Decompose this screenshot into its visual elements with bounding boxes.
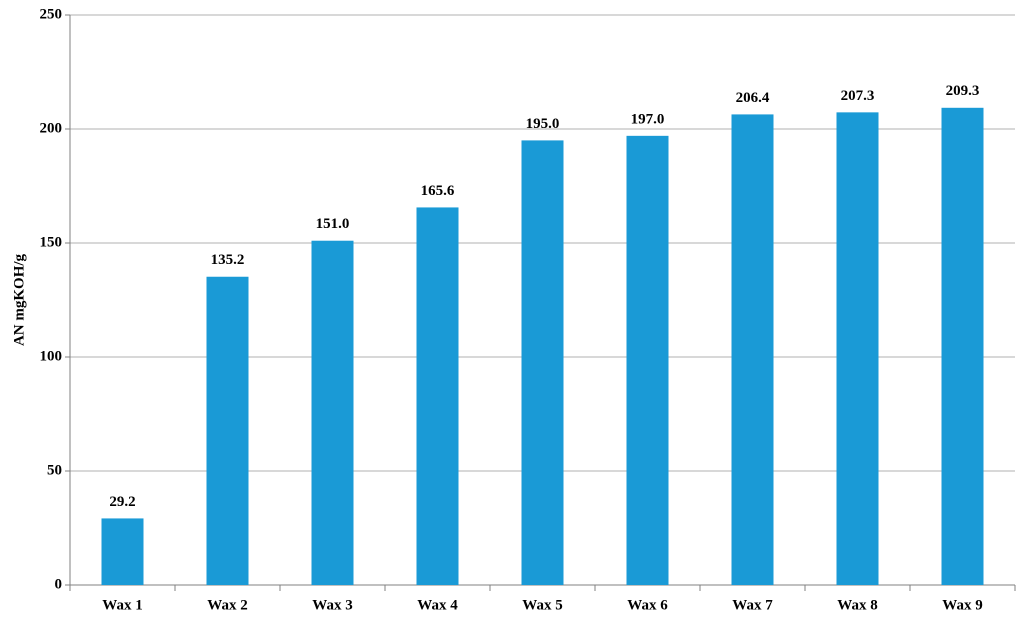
bar — [101, 518, 144, 585]
value-label: 151.0 — [316, 216, 350, 232]
value-label: 206.4 — [736, 90, 770, 106]
bar — [626, 135, 669, 585]
value-label: 135.2 — [211, 252, 245, 268]
y-tick-label: 50 — [47, 462, 62, 478]
y-tick-label: 250 — [40, 6, 63, 22]
x-tick-label: Wax 8 — [837, 597, 877, 613]
bar — [941, 107, 984, 586]
bar — [311, 240, 354, 585]
x-tick-label: Wax 2 — [207, 597, 247, 613]
y-axis-label: AN mgKOH/g — [11, 253, 27, 346]
bar — [731, 114, 774, 586]
value-label: 29.2 — [109, 494, 135, 510]
value-label: 195.0 — [526, 116, 560, 132]
x-tick-label: Wax 5 — [522, 597, 562, 613]
x-tick-label: Wax 9 — [942, 597, 982, 613]
y-tick-label: 200 — [40, 120, 63, 136]
value-label: 165.6 — [421, 183, 455, 199]
bar — [416, 207, 459, 585]
x-tick-label: Wax 3 — [312, 597, 352, 613]
y-tick-label: 100 — [40, 348, 63, 364]
value-label: 207.3 — [841, 88, 875, 104]
bar — [521, 140, 564, 585]
y-tick-label: 0 — [55, 576, 63, 592]
y-tick-label: 150 — [40, 234, 63, 250]
bar — [836, 112, 879, 585]
x-tick-label: Wax 7 — [732, 597, 773, 613]
x-tick-label: Wax 1 — [102, 597, 142, 613]
value-label: 197.0 — [631, 111, 665, 127]
x-tick-label: Wax 4 — [417, 597, 458, 613]
x-tick-label: Wax 6 — [627, 597, 668, 613]
value-label: 209.3 — [946, 83, 980, 99]
bar — [206, 276, 249, 585]
